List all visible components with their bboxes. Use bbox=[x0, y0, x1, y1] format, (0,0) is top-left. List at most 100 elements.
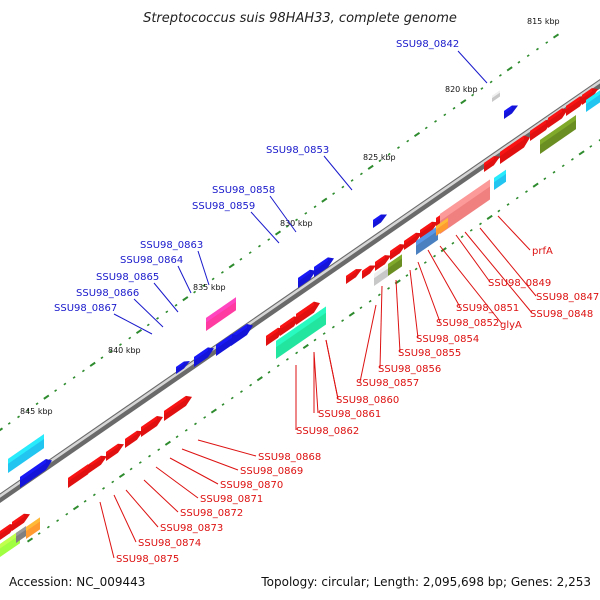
gene-label-reverse[interactable]: SSU98_0862 bbox=[296, 426, 359, 437]
tick-mark bbox=[228, 263, 235, 269]
tick-mark bbox=[258, 244, 261, 248]
tick-mark bbox=[578, 150, 585, 156]
leader-line bbox=[153, 282, 179, 313]
tick-mark bbox=[589, 145, 593, 148]
gene-label-reverse[interactable]: SSU98_0873 bbox=[160, 523, 223, 534]
gene-label-reverse[interactable]: SSU98_0854 bbox=[416, 334, 479, 345]
tick-mark bbox=[506, 66, 513, 72]
tick-mark bbox=[37, 532, 41, 535]
gene-block bbox=[216, 333, 238, 356]
gene-block bbox=[504, 105, 518, 119]
tick-mark bbox=[43, 394, 50, 400]
leader-line bbox=[395, 279, 401, 353]
tick-mark bbox=[321, 197, 328, 203]
tick-mark bbox=[498, 74, 502, 77]
gene-label-reverse[interactable]: SSU98_0861 bbox=[318, 409, 381, 420]
gene-label-reverse[interactable]: SSU98_0868 bbox=[258, 452, 321, 463]
leader-line bbox=[113, 494, 137, 543]
tick-mark bbox=[256, 376, 263, 382]
tick-mark bbox=[331, 325, 335, 329]
tick-mark bbox=[397, 146, 400, 149]
gene-block bbox=[314, 257, 334, 277]
tick-mark bbox=[54, 389, 58, 392]
gene-block bbox=[390, 244, 406, 260]
tick-mark bbox=[322, 332, 326, 335]
gene-label-reverse[interactable]: SSU98_0860 bbox=[336, 395, 399, 406]
tick-mark bbox=[479, 222, 482, 226]
tick-mark bbox=[359, 172, 363, 176]
gene-label-reverse[interactable]: SSU98_0855 bbox=[398, 348, 461, 359]
tick-mark bbox=[72, 376, 76, 379]
tick-mark bbox=[81, 369, 85, 373]
gene-label-reverse[interactable]: SSU98_0851 bbox=[456, 303, 519, 314]
gene-label-reverse[interactable]: SSU98_0847 bbox=[536, 292, 599, 303]
gene-label-forward[interactable]: SSU98_0864 bbox=[120, 255, 183, 266]
tick-mark bbox=[138, 461, 142, 464]
leader-line bbox=[143, 479, 179, 513]
tick-mark bbox=[424, 126, 428, 130]
gene-label-forward[interactable]: SSU98_0858 bbox=[212, 185, 275, 196]
tick-mark bbox=[480, 87, 484, 90]
tick-mark bbox=[506, 203, 510, 206]
tick-mark bbox=[460, 235, 464, 239]
gene-block bbox=[26, 517, 40, 539]
tick-mark bbox=[367, 164, 374, 170]
tick-mark bbox=[239, 257, 243, 261]
tick-mark bbox=[148, 454, 151, 458]
kbp-label: 830 kbp bbox=[280, 219, 313, 228]
tick-mark bbox=[35, 402, 39, 406]
tick-mark bbox=[165, 310, 169, 314]
leader-line bbox=[427, 249, 461, 308]
gene-label-reverse[interactable]: prfA bbox=[532, 246, 553, 257]
gene-block bbox=[0, 530, 20, 557]
gene-block bbox=[164, 395, 192, 421]
gene-label-forward[interactable]: SSU98_0867 bbox=[54, 303, 117, 314]
gene-block bbox=[374, 264, 388, 286]
tick-mark bbox=[211, 277, 215, 281]
tick-mark bbox=[313, 338, 317, 342]
tick-mark bbox=[267, 370, 271, 374]
tick-mark bbox=[248, 251, 252, 255]
tick-mark bbox=[119, 343, 122, 346]
gene-block bbox=[416, 225, 438, 255]
gene-label-reverse[interactable]: SSU98_0870 bbox=[220, 480, 283, 491]
tick-mark bbox=[451, 241, 455, 245]
tick-mark bbox=[26, 537, 34, 543]
tick-mark bbox=[276, 364, 280, 368]
leader-line bbox=[323, 155, 353, 191]
gene-label-reverse[interactable]: SSU98_0848 bbox=[530, 309, 593, 320]
tick-mark bbox=[285, 225, 289, 228]
gene-label-reverse[interactable]: SSU98_0875 bbox=[116, 554, 179, 565]
gene-label-forward[interactable]: SSU98_0865 bbox=[96, 272, 159, 283]
gene-label-forward[interactable]: SSU98_0863 bbox=[140, 240, 203, 251]
gene-block bbox=[540, 115, 576, 154]
tick-mark bbox=[536, 47, 539, 51]
tick-mark bbox=[302, 343, 309, 349]
gene-block bbox=[362, 265, 376, 279]
gene-label-reverse[interactable]: SSU98_0857 bbox=[356, 378, 419, 389]
gene-label-reverse[interactable]: glyA bbox=[500, 320, 522, 331]
leader-line bbox=[457, 50, 488, 84]
tick-mark bbox=[295, 351, 299, 355]
leader-line bbox=[155, 466, 199, 499]
gene-label-forward[interactable]: SSU98_0866 bbox=[76, 288, 139, 299]
tick-mark bbox=[156, 317, 159, 320]
gene-label-forward[interactable]: SSU98_0842 bbox=[396, 39, 459, 50]
gene-block bbox=[484, 156, 500, 172]
tick-mark bbox=[471, 93, 475, 97]
tick-mark bbox=[350, 179, 354, 182]
tick-mark bbox=[221, 403, 225, 406]
tick-mark bbox=[598, 139, 600, 142]
gene-label-reverse[interactable]: SSU98_0856 bbox=[378, 364, 441, 375]
gene-label-reverse[interactable]: SSU98_0852 bbox=[436, 318, 499, 329]
gene-label-reverse[interactable]: SSU98_0872 bbox=[180, 508, 243, 519]
gene-label-forward[interactable]: SSU98_0853 bbox=[266, 145, 329, 156]
gene-label-forward[interactable]: SSU98_0859 bbox=[192, 201, 255, 212]
gene-label-reverse[interactable]: SSU98_0849 bbox=[488, 278, 551, 289]
gene-label-reverse[interactable]: SSU98_0874 bbox=[138, 538, 201, 549]
leader-line bbox=[439, 245, 503, 325]
gene-label-reverse[interactable]: SSU98_0871 bbox=[200, 494, 263, 505]
gene-label-reverse[interactable]: SSU98_0869 bbox=[240, 466, 303, 477]
tick-mark bbox=[274, 230, 282, 236]
